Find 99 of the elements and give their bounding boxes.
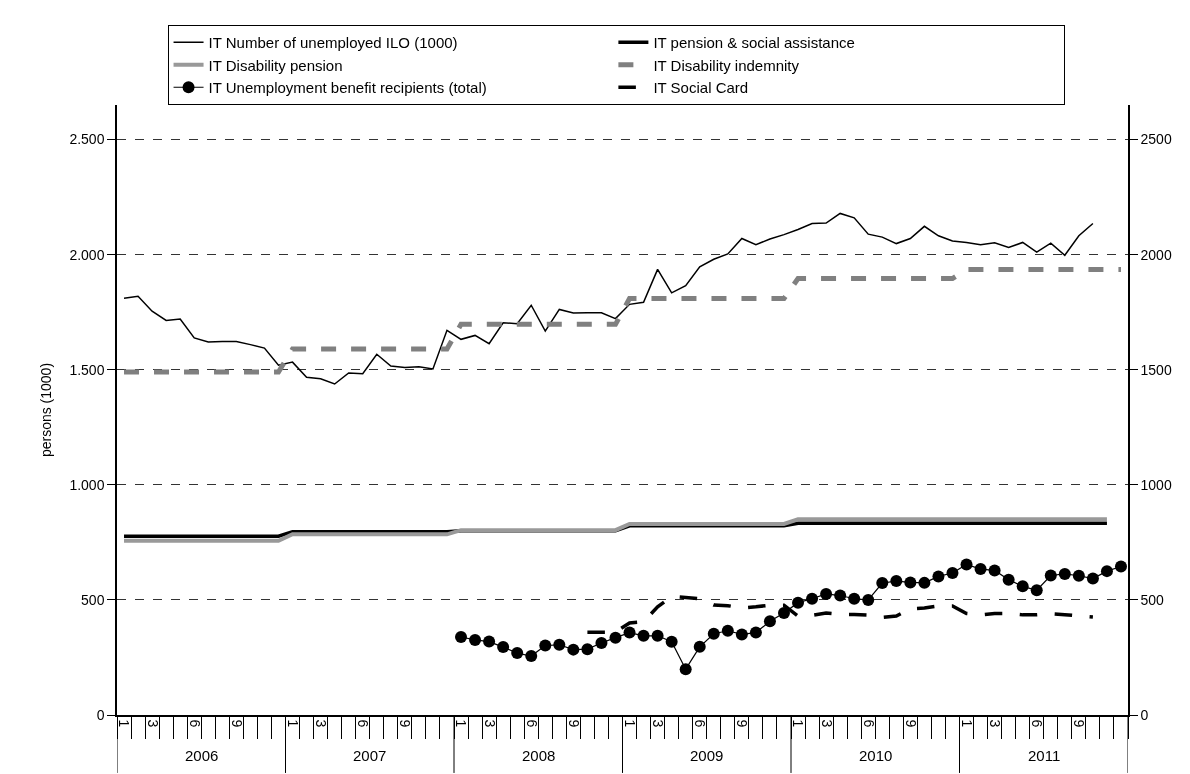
- point: [609, 631, 622, 644]
- y2-tick-label: 0: [1140, 706, 1149, 723]
- point: [483, 635, 496, 648]
- x-tick-label: 9: [902, 719, 919, 728]
- point: [539, 639, 552, 652]
- legend-label: IT Disability pension: [208, 56, 343, 74]
- point: [497, 641, 510, 654]
- x-tick-label: 1: [284, 719, 301, 728]
- point: [988, 564, 1001, 577]
- point: [749, 626, 762, 639]
- point: [974, 563, 987, 576]
- legend-label: IT Unemployment benefit recipients (total): [208, 79, 487, 97]
- y2-tick-label: 500: [1140, 591, 1165, 608]
- point: [707, 627, 720, 640]
- point: [469, 633, 482, 646]
- point: [1002, 573, 1015, 586]
- point: [876, 577, 889, 590]
- y-tick-label: 500: [81, 591, 105, 608]
- point: [651, 629, 664, 642]
- line-series: [122, 517, 1109, 543]
- point: [623, 626, 636, 639]
- point: [1086, 572, 1099, 585]
- point: [1016, 580, 1029, 593]
- point: [637, 629, 650, 642]
- point: [1100, 565, 1113, 578]
- text: 2009: [690, 747, 724, 764]
- x-tick-label: 1: [621, 719, 638, 728]
- text: 2008: [522, 747, 556, 764]
- x-tick-label: 3: [313, 719, 330, 728]
- x-tick-label: 1: [453, 719, 470, 728]
- point: [918, 576, 931, 589]
- point: [792, 596, 805, 609]
- point: [553, 638, 566, 651]
- x-tick-label: 6: [692, 719, 709, 728]
- point: [834, 589, 847, 602]
- line-series: [123, 212, 1094, 385]
- legend-label: IT Number of unemployed ILO (1000): [208, 34, 458, 52]
- x-tick-label: 3: [144, 719, 161, 728]
- point: [665, 635, 678, 648]
- y-tick-label: 0: [96, 706, 105, 723]
- point: [820, 587, 833, 600]
- point: [679, 663, 692, 676]
- x-tick-label: 3: [987, 719, 1004, 728]
- point: [932, 570, 945, 583]
- x-tick-label: 9: [1071, 719, 1088, 728]
- y-tick-label: 1.500: [69, 361, 105, 378]
- x-tick-label: 6: [523, 719, 540, 728]
- point: [862, 593, 875, 606]
- y-tick-label: 1.000: [69, 476, 105, 493]
- x-tick-label: 3: [481, 719, 498, 728]
- point: [890, 575, 903, 588]
- point: [511, 647, 524, 660]
- x-tick-label: 6: [1029, 719, 1046, 728]
- point: [525, 650, 538, 663]
- point: [693, 640, 706, 653]
- x-tick-label: 1: [790, 719, 807, 728]
- x-tick-label: 9: [734, 719, 751, 728]
- x-tick-label: 9: [565, 719, 582, 728]
- point: [455, 630, 468, 643]
- point: [721, 624, 734, 637]
- point: [946, 566, 959, 579]
- point: [904, 576, 917, 589]
- point: [1058, 567, 1071, 580]
- point: [960, 558, 973, 571]
- x-tick-label: 6: [860, 719, 877, 728]
- y2-tick-label: 1000: [1140, 476, 1172, 493]
- legend-label: IT Social Card: [653, 79, 749, 97]
- text: 2011: [1028, 747, 1061, 764]
- y-tick-label: 2.500: [69, 131, 105, 148]
- y2-tick-label: 2500: [1140, 131, 1172, 148]
- point: [581, 643, 594, 656]
- x-tick-label: 6: [186, 719, 203, 728]
- point: [595, 636, 608, 649]
- text: 2010: [859, 747, 893, 764]
- y-tick-label: 2.000: [69, 246, 105, 263]
- point: [848, 592, 861, 605]
- x-tick-label: 9: [228, 719, 245, 728]
- point: [806, 592, 819, 605]
- y2-tick-label: 1500: [1140, 361, 1172, 378]
- x-tick-label: 3: [650, 719, 667, 728]
- point: [763, 615, 776, 628]
- point: [735, 628, 748, 641]
- y-axis-title: persons (1000): [37, 362, 54, 458]
- legend-label: IT pension & social assistance: [653, 34, 855, 52]
- point: [1044, 569, 1057, 582]
- x-tick-label: 9: [397, 719, 414, 728]
- x-tick-label: 1: [116, 719, 133, 728]
- text: 2006: [185, 747, 219, 764]
- point: [567, 643, 580, 656]
- legend-label: IT Disability indemnity: [653, 56, 800, 74]
- point: [1030, 584, 1043, 597]
- text: 2007: [353, 747, 387, 764]
- x-tick-label: 3: [818, 719, 835, 728]
- point: [1072, 569, 1085, 582]
- point: [1114, 560, 1127, 573]
- y2-tick-label: 2000: [1140, 246, 1172, 263]
- x-tick-label: 6: [355, 719, 372, 728]
- x-tick-label: 1: [958, 719, 975, 728]
- point: [777, 607, 790, 620]
